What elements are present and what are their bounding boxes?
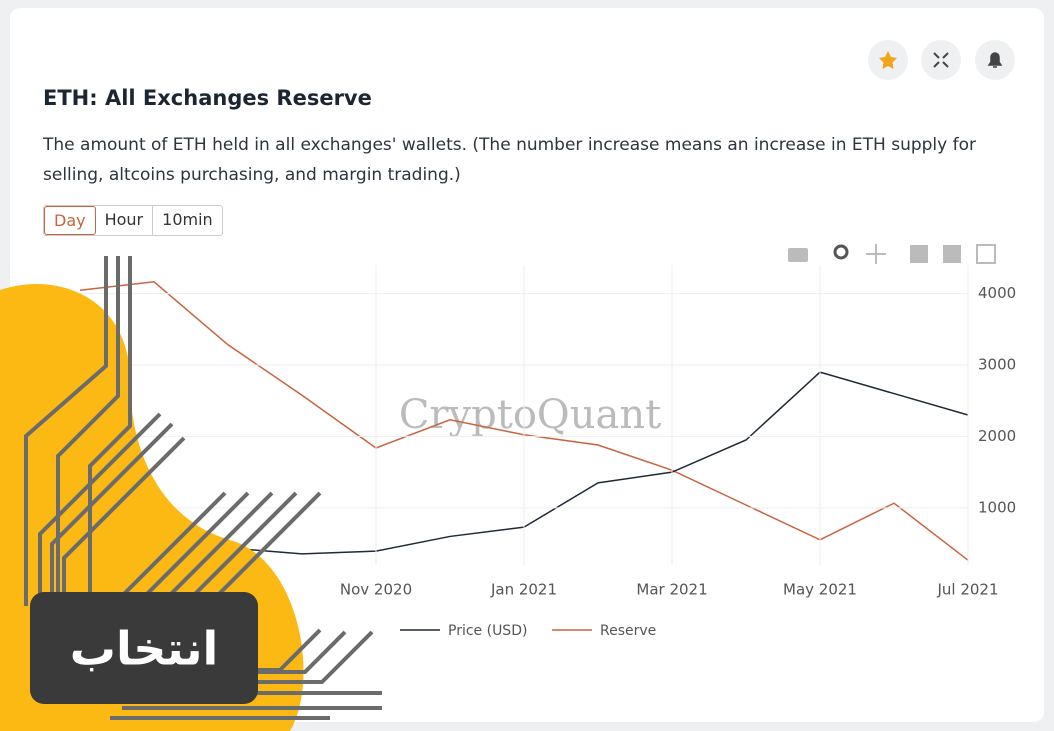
x-tick-label: Jul 2021	[936, 581, 998, 599]
x-tick-label: May 2021	[783, 581, 857, 599]
tab[interactable]: Day	[44, 206, 96, 235]
camera-icon[interactable]	[788, 248, 808, 262]
tab[interactable]: Hour	[96, 206, 154, 235]
x-tick-label: Nov 2020	[340, 581, 412, 599]
logo: انتخاب	[70, 622, 218, 676]
watermark: CryptoQuant	[399, 392, 661, 438]
pan-icon[interactable]	[866, 244, 886, 264]
x-tick-label: Jan 2021	[490, 581, 557, 599]
description: The amount of ETH held in all exchanges'…	[43, 135, 976, 185]
zoom-out-icon[interactable]	[943, 245, 961, 263]
zoom-icon[interactable]	[833, 244, 849, 260]
zoom-in-icon[interactable]	[910, 245, 928, 263]
title: ETH: All Exchanges Reserve	[43, 86, 372, 110]
logo-box	[30, 592, 258, 704]
reset-icon[interactable]	[976, 244, 996, 264]
legend-label: Reserve	[600, 623, 656, 639]
legend-label: Price (USD)	[448, 623, 527, 639]
tabs: Day Hour 10min	[43, 205, 223, 236]
tab[interactable]: 10min	[162, 210, 213, 229]
favorite-button[interactable]	[868, 40, 908, 80]
y-tick-label: 2000	[978, 427, 1016, 445]
toolbar	[788, 244, 996, 264]
y-tick-label: 1000	[978, 498, 1016, 516]
alert-button[interactable]	[975, 40, 1015, 80]
x-tick-label: Mar 2021	[636, 581, 707, 599]
y-tick-label: 4000	[978, 284, 1016, 302]
fullscreen-button[interactable]	[921, 40, 961, 80]
y-tick-label: 3000	[978, 356, 1016, 374]
